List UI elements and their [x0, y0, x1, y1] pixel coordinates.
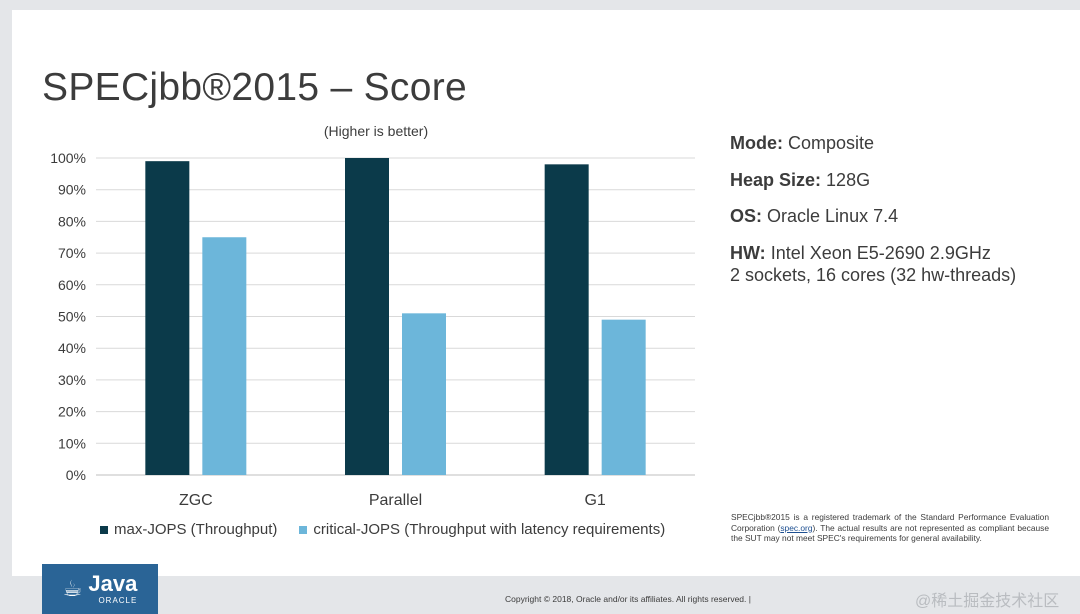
info-mode-value: Composite	[788, 133, 875, 153]
y-tick-label: 40%	[58, 340, 86, 356]
y-tick-label: 60%	[58, 277, 86, 293]
legend-swatch-max-jops	[100, 525, 108, 534]
y-tick-label: 70%	[58, 245, 86, 261]
info-mode: Mode: Composite	[730, 133, 874, 154]
info-hw: HW: Intel Xeon E5-2690 2.9GHz	[730, 243, 991, 264]
y-tick-label: 10%	[58, 435, 86, 451]
info-hw-value: Intel Xeon E5-2690 2.9GHz	[770, 243, 991, 263]
spec-org-link[interactable]: spec.org	[780, 522, 813, 533]
info-mode-label: Mode:	[730, 133, 783, 153]
bar-critical-jops	[601, 319, 646, 475]
y-tick-label: 50%	[58, 309, 86, 325]
info-heap-value: 128G	[826, 170, 871, 190]
info-hw-line2: 2 sockets, 16 cores (32 hw-threads)	[730, 265, 1017, 285]
legend-label-max-jops: max-JOPS (Throughput)	[114, 521, 278, 538]
info-hw-label: HW:	[730, 243, 766, 263]
disclaimer-text-before: SPECjbb®2015 is a registered trademark o…	[731, 512, 1049, 533]
bar-max-jops	[345, 158, 389, 475]
legend-label-critical-jops: critical-JOPS (Throughput with latency r…	[313, 521, 666, 538]
info-heap: Heap Size: 128G	[730, 170, 870, 191]
trademark-disclaimer: SPECjbb®2015 is a registered trademark o…	[731, 512, 1049, 544]
bar-max-jops	[145, 161, 190, 476]
x-category-label: Parallel	[369, 492, 422, 509]
disclaimer-text-after: ). The actual results are not represente…	[731, 522, 1049, 544]
bar-max-jops	[544, 164, 589, 475]
logo-java-text: Java	[88, 571, 138, 596]
java-cup-icon: ☕	[62, 576, 83, 601]
chart-legend: max-JOPS (Throughput) critical-JOPS (Thr…	[100, 521, 687, 538]
bar-critical-jops	[202, 237, 247, 475]
x-category-label: G1	[584, 492, 605, 509]
slide-title: SPECjbb®2015 – Score	[42, 66, 467, 109]
copyright-text: Copyright © 2018, Oracle and/or its affi…	[505, 594, 751, 604]
bar-critical-jops	[402, 313, 446, 475]
logo-oracle-text: ORACLE	[98, 596, 138, 605]
legend-item-critical-jops: critical-JOPS (Throughput with latency r…	[299, 521, 665, 538]
legend-item-max-jops: max-JOPS (Throughput)	[100, 521, 277, 538]
x-category-label: ZGC	[179, 492, 213, 509]
y-tick-label: 100%	[50, 150, 86, 166]
y-tick-label: 90%	[58, 182, 86, 198]
info-os-label: OS:	[730, 206, 763, 226]
y-tick-label: 80%	[58, 213, 86, 229]
y-tick-label: 0%	[66, 467, 86, 483]
y-tick-label: 30%	[58, 372, 86, 388]
info-os: OS: Oracle Linux 7.4	[730, 206, 898, 227]
chart-subtitle: (Higher is better)	[323, 123, 429, 139]
y-tick-label: 20%	[58, 404, 86, 420]
legend-swatch-critical-jops	[299, 525, 308, 534]
watermark-text: @稀土掘金技术社区	[915, 593, 1060, 610]
java-oracle-logo: ☕ Java ORACLE	[42, 564, 158, 614]
info-os-value: Oracle Linux 7.4	[767, 206, 899, 226]
info-heap-label: Heap Size:	[730, 170, 822, 190]
footer-bar	[0, 576, 1080, 614]
